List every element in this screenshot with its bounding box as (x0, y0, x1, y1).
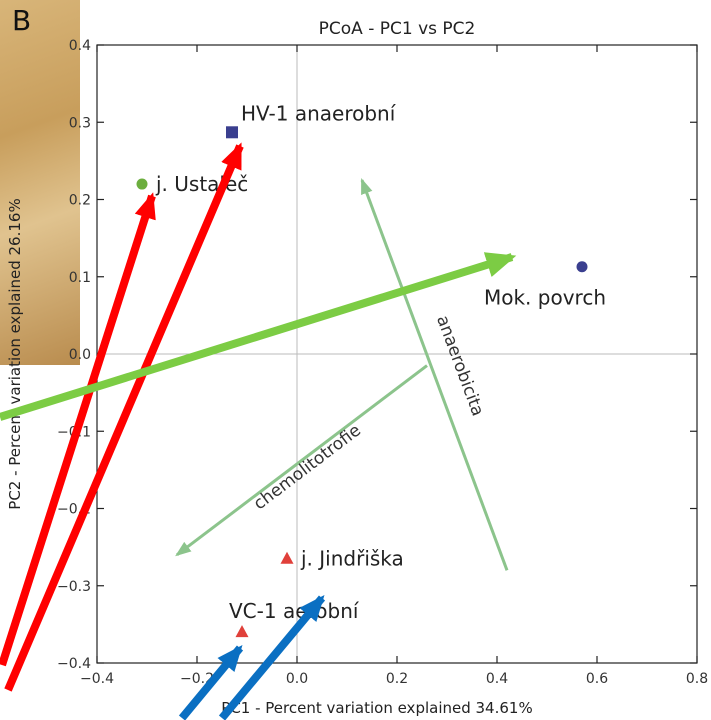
x-tick-label: 0.6 (586, 671, 608, 687)
annotation-arrow (175, 364, 428, 557)
data-point (576, 261, 588, 273)
point-label: Mok. povrch (484, 286, 606, 310)
x-tick-label: 0.2 (386, 671, 408, 687)
data-point (226, 126, 238, 139)
overlay-arrow (218, 595, 326, 720)
y-tick-label: 0.3 (69, 115, 91, 131)
y-tick-label: −0.4 (57, 656, 91, 672)
overlay-arrow (0, 252, 517, 421)
panel-label: B (12, 4, 31, 37)
annotation-arrow (360, 177, 509, 571)
x-tick-label: 0.8 (686, 671, 708, 687)
x-tick-label: 0.4 (486, 671, 508, 687)
overlay-arrow (0, 192, 156, 667)
x-tick-label: −0.2 (180, 671, 214, 687)
data-point (136, 178, 148, 190)
overlay-arrow (4, 142, 244, 692)
background-texture (0, 0, 80, 365)
data-point (280, 551, 294, 564)
y-tick-label: −0.3 (57, 579, 91, 595)
point-label: j. Jindřiška (300, 547, 404, 571)
point-label: j. Ustaleč (155, 172, 248, 196)
x-tick-label: 0.0 (286, 671, 308, 687)
overlay-arrow (178, 644, 244, 720)
y-tick-label: 0.4 (69, 38, 91, 54)
point-label: HV-1 anaerobní (241, 101, 397, 125)
y-tick-label: 0.2 (69, 193, 91, 209)
data-point (235, 625, 249, 638)
y-axis-label: PC2 - Percent variation explained 26.16% (6, 198, 24, 509)
x-axis-label: PC1 - Percent variation explained 34.61% (221, 699, 532, 717)
x-tick-label: −0.4 (80, 671, 114, 687)
point-label: VC-1 aerobní (229, 599, 360, 623)
y-tick-label: 0.1 (69, 270, 91, 286)
chart-title: PCoA - PC1 vs PC2 (319, 19, 476, 39)
y-tick-label: 0.0 (69, 347, 91, 363)
